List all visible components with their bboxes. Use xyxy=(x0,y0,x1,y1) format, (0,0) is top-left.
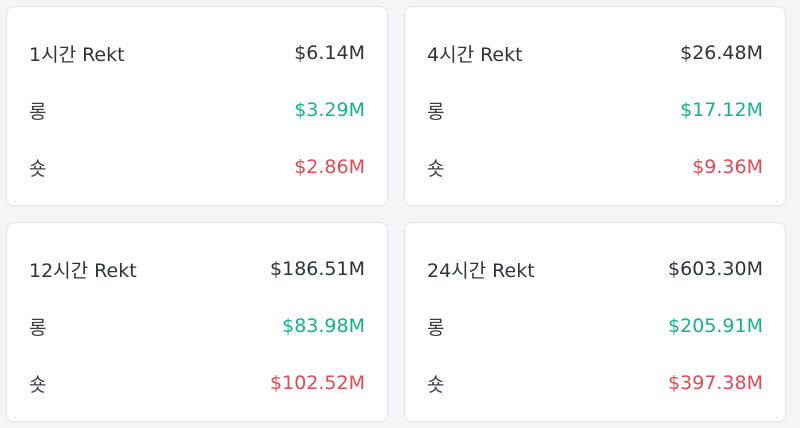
short-label: 숏 xyxy=(427,157,445,180)
total-value: $603.30M xyxy=(668,258,763,280)
total-value: $6.14M xyxy=(294,42,365,64)
short-label: 숏 xyxy=(29,373,47,396)
long-value: $3.29M xyxy=(294,99,365,121)
long-row: 롱 $17.12M xyxy=(427,96,763,124)
card-title: 1시간 Rekt xyxy=(29,43,125,66)
long-label: 롱 xyxy=(29,316,47,339)
short-row: 숏 $2.86M xyxy=(29,153,365,181)
short-value: $102.52M xyxy=(270,372,365,394)
long-row: 롱 $205.91M xyxy=(427,312,763,340)
long-row: 롱 $83.98M xyxy=(29,312,365,340)
short-row: 숏 $9.36M xyxy=(427,153,763,181)
total-value: $186.51M xyxy=(270,258,365,280)
short-label: 숏 xyxy=(29,157,47,180)
short-row: 숏 $397.38M xyxy=(427,369,763,397)
long-row: 롱 $3.29M xyxy=(29,96,365,124)
rekt-card-1h: 1시간 Rekt $6.14M 롱 $3.29M 숏 $2.86M xyxy=(6,6,388,206)
total-value: $26.48M xyxy=(680,42,763,64)
total-row: 24시간 Rekt $603.30M xyxy=(427,255,763,283)
short-value: $2.86M xyxy=(294,156,365,178)
card-title: 24시간 Rekt xyxy=(427,259,535,282)
short-row: 숏 $102.52M xyxy=(29,369,365,397)
long-label: 롱 xyxy=(29,100,47,123)
long-label: 롱 xyxy=(427,100,445,123)
long-value: $17.12M xyxy=(680,99,763,121)
total-row: 1시간 Rekt $6.14M xyxy=(29,39,365,67)
card-title: 4시간 Rekt xyxy=(427,43,523,66)
rekt-card-12h: 12시간 Rekt $186.51M 롱 $83.98M 숏 $102.52M xyxy=(6,222,388,422)
long-value: $83.98M xyxy=(282,315,365,337)
rekt-card-24h: 24시간 Rekt $603.30M 롱 $205.91M 숏 $397.38M xyxy=(404,222,786,422)
long-label: 롱 xyxy=(427,316,445,339)
short-value: $9.36M xyxy=(692,156,763,178)
total-row: 12시간 Rekt $186.51M xyxy=(29,255,365,283)
short-label: 숏 xyxy=(427,373,445,396)
total-row: 4시간 Rekt $26.48M xyxy=(427,39,763,67)
long-value: $205.91M xyxy=(668,315,763,337)
card-title: 12시간 Rekt xyxy=(29,259,137,282)
short-value: $397.38M xyxy=(668,372,763,394)
rekt-card-4h: 4시간 Rekt $26.48M 롱 $17.12M 숏 $9.36M xyxy=(404,6,786,206)
